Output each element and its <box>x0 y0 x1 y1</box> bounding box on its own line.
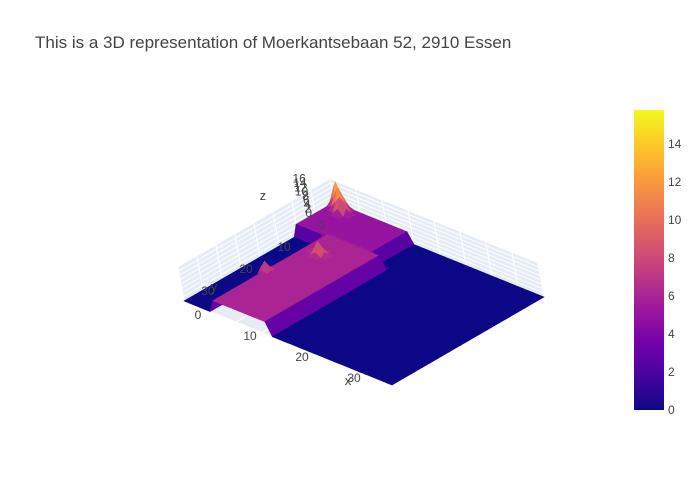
x-axis-title: x <box>345 373 352 388</box>
y-axis-title: y <box>211 279 218 294</box>
gridline-x <box>459 231 467 266</box>
colorbar-tick-label: 14 <box>668 137 682 151</box>
z-tick-label: 6 <box>303 193 310 207</box>
gridline-x <box>511 252 519 287</box>
z-tick-label: 0 <box>305 206 312 220</box>
gridline-y <box>272 211 280 247</box>
colorbar-tick-label: 0 <box>668 403 675 417</box>
gridline-y <box>215 244 223 280</box>
z-tick-label: 8 <box>302 189 309 203</box>
gridline-y <box>234 233 242 269</box>
chart-title: This is a 3D representation of Moerkants… <box>35 33 512 52</box>
y-tick-label: 30 <box>201 284 215 298</box>
z-tick-label: 16 <box>292 172 306 186</box>
colorbar-tick-label: 12 <box>668 175 682 189</box>
x-tick-label: 0 <box>195 308 202 322</box>
gridline-y <box>177 266 185 302</box>
colorbar-tick-label: 4 <box>668 327 675 341</box>
y-tick-label: 10 <box>277 240 291 254</box>
x-tick-label: 20 <box>295 350 309 364</box>
z-tick-label: 14 <box>293 176 307 190</box>
y-tick-label: 20 <box>239 262 253 276</box>
z-tick-label: 4 <box>304 197 311 211</box>
colorbar-tick-label: 6 <box>668 289 675 303</box>
gridline-x <box>433 220 441 256</box>
gridline-x <box>485 241 493 277</box>
z-tick-label: 10 <box>295 185 309 199</box>
colorbar-gradient <box>634 110 664 410</box>
gridline-x <box>537 262 545 298</box>
z-axis-title: z <box>260 188 267 203</box>
surface-cell <box>386 380 397 386</box>
colorbar-tick-label: 8 <box>668 251 675 265</box>
x-tick-label: 30 <box>347 371 361 385</box>
gridline-y <box>196 255 204 291</box>
y-tick-label: 0 <box>319 218 326 232</box>
gridline-y <box>253 222 261 258</box>
z-tick-label: 2 <box>305 202 312 216</box>
colorbar: 0 2 4 6 8 10 12 14 <box>634 110 682 417</box>
colorbar-tick-label: 10 <box>668 213 682 227</box>
gridline-x <box>407 210 415 245</box>
x-tick-label: 10 <box>243 329 257 343</box>
z-tick-label: 12 <box>294 180 308 194</box>
surface-mesh <box>183 180 545 386</box>
colorbar-tick-label: 2 <box>668 365 675 379</box>
